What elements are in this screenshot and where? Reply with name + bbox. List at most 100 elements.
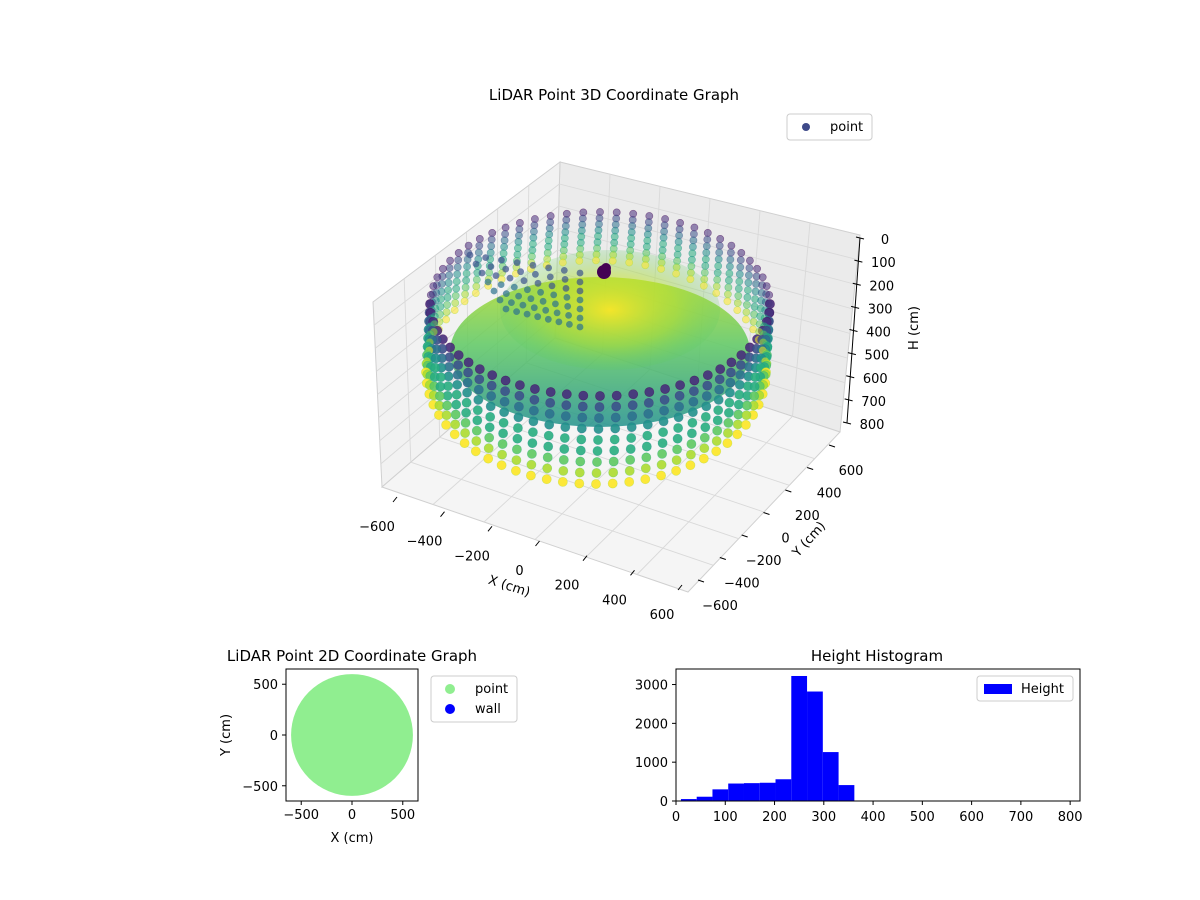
lidar-point-3d <box>498 256 505 264</box>
x-tick-label-histogram: 200 <box>762 810 787 825</box>
lidar-point-3d <box>484 278 492 286</box>
lidar-point-3d <box>712 415 723 426</box>
y-tick-label-2d: −500 <box>242 780 278 795</box>
chart-3d-title: LiDAR Point 3D Coordinate Graph <box>489 86 739 104</box>
z-tick-3d <box>849 329 858 332</box>
lidar-point-3d <box>435 381 446 392</box>
lidar-point-3d <box>578 390 589 401</box>
lidar-point-3d <box>561 400 572 411</box>
x-tick-label-3d: −400 <box>407 535 443 550</box>
lidar-point-3d <box>462 387 472 398</box>
lidar-point-3d <box>488 228 497 237</box>
x-tick-label-histogram: 300 <box>811 810 836 825</box>
lidar-point-3d <box>750 372 760 382</box>
lidar-point-3d <box>593 435 603 445</box>
lidar-point-3d <box>451 389 462 400</box>
x-tick-label-3d: 0 <box>515 564 523 579</box>
lidar-point-3d <box>700 411 711 422</box>
lidar-point-3d <box>453 263 462 272</box>
z-tick-3d <box>846 375 855 379</box>
lidar-point-3d <box>724 407 734 418</box>
lidar-point-3d <box>487 263 495 270</box>
lidar-point-3d <box>487 370 498 380</box>
lidar-point-3d <box>732 429 743 440</box>
lidar-point-3d <box>657 448 667 459</box>
lidar-point-3d <box>715 364 726 374</box>
lidar-point-3d <box>658 427 668 438</box>
z-tick-3d <box>855 236 865 240</box>
lidar-point-3d <box>464 241 473 250</box>
lidar-point-3d <box>562 285 570 292</box>
lidar-point-3d <box>658 416 669 427</box>
lidar-point-3d <box>565 312 572 319</box>
histogram-bar <box>775 779 792 801</box>
lidar-point-3d <box>484 432 495 443</box>
z-tick-label-3d: 700 <box>861 395 886 410</box>
z-axis-3d: 0 100 200 300 400 500 600 700 800 <box>842 233 896 433</box>
histogram-bar <box>807 691 823 801</box>
y-tick-label-3d: −200 <box>746 554 782 569</box>
lidar-point-3d <box>592 446 603 456</box>
lidar-point-3d <box>624 465 635 476</box>
lidar-point-3d <box>545 397 556 408</box>
legend-histogram-label: Height <box>1021 682 1064 697</box>
x-tick-3d <box>487 526 493 532</box>
x-tick-label-histogram: 0 <box>672 810 680 825</box>
lidar-point-3d <box>727 241 736 250</box>
lidar-point-3d <box>539 297 547 305</box>
lidar-point-3d <box>541 474 552 485</box>
lidar-point-3d <box>529 394 540 405</box>
lidar-point-3d <box>713 268 722 277</box>
lidar-point-3d <box>485 401 496 412</box>
lidar-point-3d <box>472 282 481 291</box>
lidar-point-3d <box>506 274 514 282</box>
lidar-point-3d <box>561 389 572 400</box>
lidar-point-3d <box>735 270 744 279</box>
lidar-point-3d <box>483 443 494 454</box>
lidar-point-3d <box>656 459 667 470</box>
x-tick-label-3d: 400 <box>602 593 627 608</box>
y-tick-3d <box>807 467 814 470</box>
lidar-point-3d <box>438 264 447 273</box>
lidar-point-3d <box>576 314 584 322</box>
lidar-point-3d <box>722 438 733 448</box>
lidar-point-3d <box>660 384 670 394</box>
y-tick-label-histogram: 3000 <box>635 679 668 694</box>
lidar-point-3d <box>514 244 522 253</box>
x-tick-label-3d: 600 <box>650 608 675 623</box>
lidar-point-3d <box>726 262 734 271</box>
chart-histogram: Height Histogram 0 100 200 300 400 500 600 700 8… <box>635 647 1083 825</box>
lidar-point-3d <box>527 448 537 459</box>
lidar-point-3d <box>673 256 681 265</box>
lidar-point-3d <box>478 269 486 277</box>
lidar-point-3d <box>472 415 483 426</box>
lidar-point-3d <box>577 401 588 412</box>
lidar-point-3d <box>515 231 523 240</box>
lidar-point-3d <box>520 277 528 285</box>
x-axis-label-3d: X (cm) <box>486 573 532 601</box>
histogram-bar <box>743 783 760 801</box>
lidar-point-3d <box>544 315 552 323</box>
lidar-point-3d <box>502 305 510 313</box>
lidar-point-3d <box>497 439 508 449</box>
lidar-point-3d <box>674 244 682 253</box>
lidar-point-3d <box>444 286 452 294</box>
lidar-point-3d <box>735 360 746 370</box>
lidar-point-3d <box>687 268 695 277</box>
lidar-point-3d <box>762 282 771 290</box>
lidar-point-3d <box>686 439 697 449</box>
lidar-point-3d <box>452 277 461 286</box>
lidar-point-3d <box>641 452 652 463</box>
lidar-point-3d <box>462 276 470 285</box>
y-tick-3d <box>785 489 792 493</box>
lidar-point-3d <box>699 281 708 290</box>
lidar-point-3d <box>528 416 539 427</box>
lidar-point-3d <box>501 223 510 232</box>
lidar-point-3d <box>734 291 743 300</box>
lidar-point-3d <box>735 277 744 286</box>
lidar-point-3d <box>744 278 753 287</box>
lidar-point-3d <box>591 479 601 489</box>
lidar-point-3d <box>749 381 760 392</box>
lidar-point-3d <box>472 260 480 268</box>
